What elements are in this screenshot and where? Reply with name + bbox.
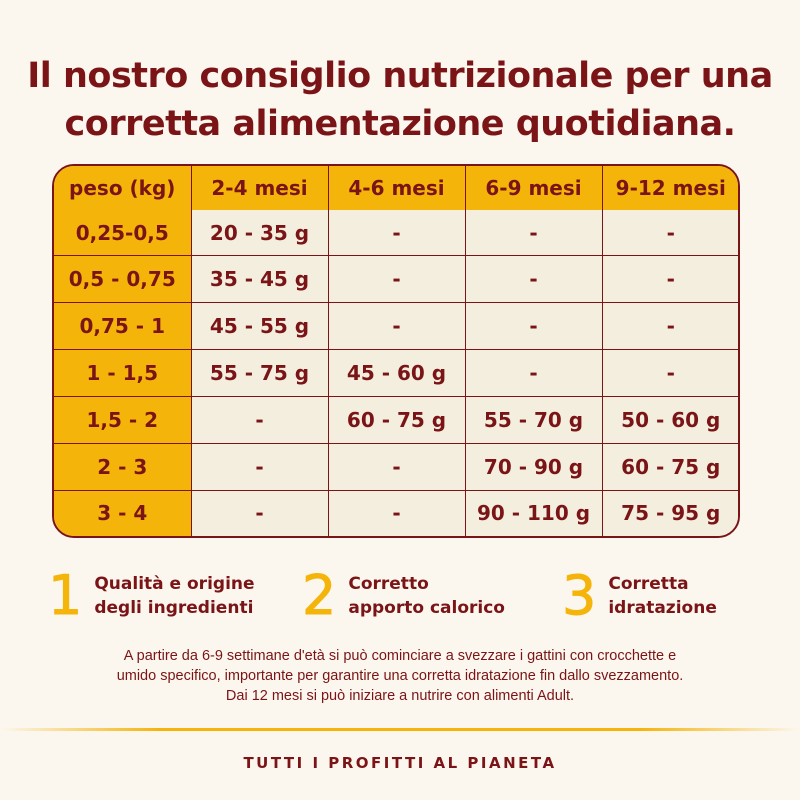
weaning-note: A partire da 6-9 settimane d'età si può … [40, 646, 760, 706]
header-age: 9-12 mesi [601, 166, 738, 210]
weight-cell: 0,5 - 0,75 [54, 255, 192, 304]
portion-cell: 60 - 75 g [327, 395, 466, 444]
features-row: 1 Qualità e origine degli ingredienti 2 … [0, 564, 800, 627]
feeding-table: peso (kg) 2-4 mesi 4-6 mesi 6-9 mesi 9-1… [52, 164, 740, 538]
table-row: 0,75 - 1 45 - 55 g - - - [54, 302, 738, 351]
weight-cell: 3 - 4 [54, 489, 192, 536]
header-age: 4-6 mesi [327, 166, 466, 210]
portion-cell: 55 - 70 g [464, 395, 603, 444]
weight-cell: 0,75 - 1 [54, 302, 192, 351]
weight-cell: 2 - 3 [54, 442, 192, 491]
portion-cell: - [464, 255, 603, 304]
portion-cell: - [601, 302, 738, 351]
feature-line: degli ingredienti [94, 598, 254, 618]
feature-item: 1 Qualità e origine degli ingredienti [47, 564, 254, 627]
header-age: 2-4 mesi [190, 166, 329, 210]
footer-tagline: TUTTI I PROFITTI AL PIANETA [243, 754, 557, 772]
divider [0, 728, 800, 731]
weight-cell: 1,5 - 2 [54, 395, 192, 444]
header-age: 6-9 mesi [464, 166, 603, 210]
portion-cell: - [327, 302, 466, 351]
portion-cell: 20 - 35 g [190, 210, 329, 257]
portion-cell: 45 - 60 g [327, 349, 466, 397]
feature-line: Qualità e origine [94, 574, 255, 594]
header-weight: peso (kg) [54, 166, 192, 210]
feature-item: 2 Corretto apporto calorico [301, 564, 505, 627]
portion-cell: 50 - 60 g [601, 395, 738, 444]
title-line-2: corretta alimentazione quotidiana. [64, 104, 736, 144]
table-row: 3 - 4 - - 90 - 110 g 75 - 95 g [54, 489, 738, 536]
portion-cell: - [190, 395, 329, 444]
portion-cell: - [464, 210, 603, 257]
portion-cell: - [190, 489, 329, 536]
number-2-icon: 2 [301, 564, 337, 627]
table-row: 0,25-0,5 20 - 35 g - - - [54, 210, 738, 257]
note-line: Dai 12 mesi si può iniziare a nutrire co… [225, 688, 575, 704]
portion-cell: - [601, 255, 738, 304]
feature-text: Corretta idratazione [608, 572, 716, 620]
table-header-row: peso (kg) 2-4 mesi 4-6 mesi 6-9 mesi 9-1… [54, 166, 738, 210]
portion-cell: 55 - 75 g [190, 349, 329, 397]
portion-cell: 35 - 45 g [190, 255, 329, 304]
portion-cell: 70 - 90 g [464, 442, 603, 491]
portion-cell: 45 - 55 g [190, 302, 329, 351]
table-row: 2 - 3 - - 70 - 90 g 60 - 75 g [54, 442, 738, 491]
portion-cell: - [327, 210, 466, 257]
weight-cell: 0,25-0,5 [54, 210, 192, 257]
portion-cell: 90 - 110 g [464, 489, 603, 536]
feature-item: 3 Corretta idratazione [561, 564, 716, 627]
table-row: 1 - 1,5 55 - 75 g 45 - 60 g - - [54, 349, 738, 397]
number-3-icon: 3 [561, 564, 597, 627]
portion-cell: - [601, 349, 738, 397]
feature-line: Corretta [608, 574, 689, 594]
table-row: 1,5 - 2 - 60 - 75 g 55 - 70 g 50 - 60 g [54, 395, 738, 444]
portion-cell: - [464, 302, 603, 351]
portion-cell: 75 - 95 g [601, 489, 738, 536]
weight-cell: 1 - 1,5 [54, 349, 192, 397]
portion-cell: - [464, 349, 603, 397]
portion-cell: - [327, 442, 466, 491]
feature-text: Qualità e origine degli ingredienti [94, 572, 254, 620]
portion-cell: 60 - 75 g [601, 442, 738, 491]
portion-cell: - [601, 210, 738, 257]
number-1-icon: 1 [47, 564, 83, 627]
table-row: 0,5 - 0,75 35 - 45 g - - - [54, 255, 738, 304]
note-line: A partire da 6-9 settimane d'età si può … [123, 648, 677, 664]
feature-line: Corretto [348, 574, 429, 594]
portion-cell: - [190, 442, 329, 491]
feature-text: Corretto apporto calorico [348, 572, 505, 620]
page-title: Il nostro consiglio nutrizionale per una… [0, 52, 800, 148]
feature-line: idratazione [608, 598, 717, 618]
portion-cell: - [327, 489, 466, 536]
note-line: umido specifico, importante per garantir… [116, 668, 684, 684]
feature-line: apporto calorico [348, 598, 505, 618]
portion-cell: - [327, 255, 466, 304]
title-line-1: Il nostro consiglio nutrizionale per una [27, 56, 773, 96]
